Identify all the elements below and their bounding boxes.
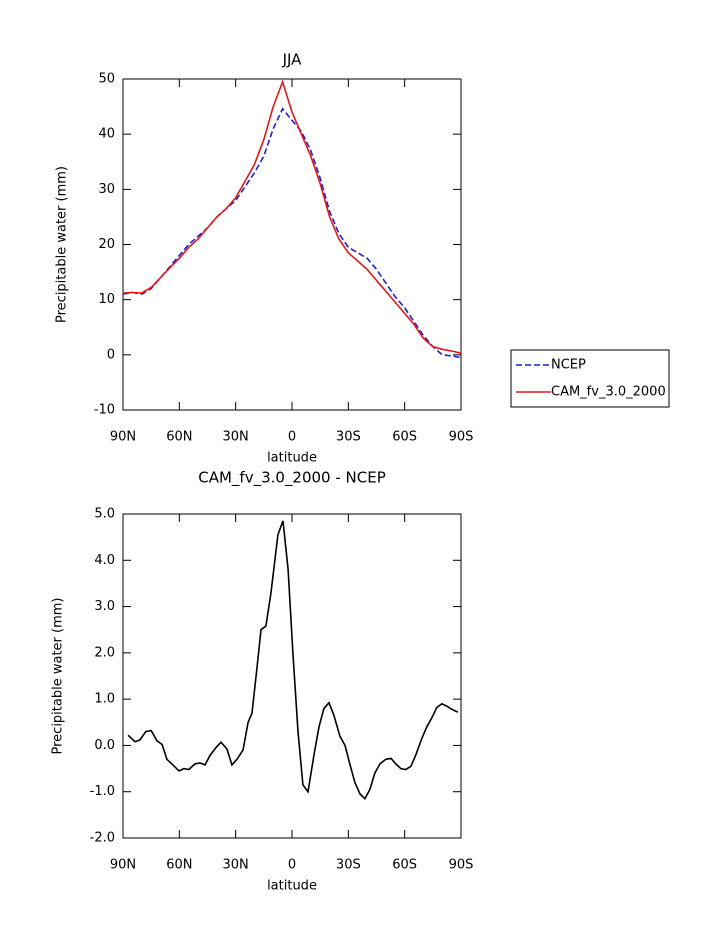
y-tick-label: -2.0 [90,831,115,846]
y-axis-label: Precipitable water (mm) [55,166,70,323]
y-tick-label: 5.0 [94,507,115,522]
y-tick-label: 2.0 [94,645,115,660]
data-line [122,79,462,354]
plot-frame [122,513,462,839]
x-tick-label: 30N [223,858,249,873]
legend-box [510,349,670,408]
y-tick-label: 50 [98,72,115,87]
y-tick-label: 3.0 [94,599,115,614]
legend-label: NCEP [551,358,586,373]
x-tick-label: 60S [392,858,417,873]
x-tick-label: 30S [336,430,361,445]
y-tick-label: 40 [98,127,115,142]
x-tick-label: 30S [336,858,361,873]
y-tick-label: 20 [98,237,115,252]
legend-label: CAM_fv_3.0_2000 [551,385,666,400]
y-tick-label: -1.0 [90,784,115,799]
x-tick-label: 90S [449,858,474,873]
y-axis-label: Precipitable water (mm) [51,598,66,755]
y-tick-label: 10 [98,292,115,307]
chart-title: CAM_fv_3.0_2000 - NCEP [198,469,386,488]
x-tick-label: 90N [110,858,136,873]
x-tick-label: 30N [223,430,249,445]
chart-title: JJA [282,51,303,69]
data-line [127,520,459,801]
y-tick-label: 30 [98,182,115,197]
x-tick-label: 90S [449,430,474,445]
data-line [122,107,462,359]
x-tick-label: 90N [110,430,136,445]
x-axis-label: latitude [267,879,317,894]
x-tick-label: 0 [288,858,296,873]
y-tick-label: 4.0 [94,553,115,568]
y-tick-label: 0 [107,347,115,362]
y-tick-label: -10 [94,403,115,418]
x-tick-label: 60N [166,430,192,445]
x-tick-label: 0 [288,430,296,445]
plot-frame [122,78,462,411]
y-tick-label: 1.0 [94,692,115,707]
x-axis-label: latitude [267,451,317,466]
y-tick-label: 0.0 [94,738,115,753]
x-tick-label: 60N [166,858,192,873]
x-tick-label: 60S [392,430,417,445]
